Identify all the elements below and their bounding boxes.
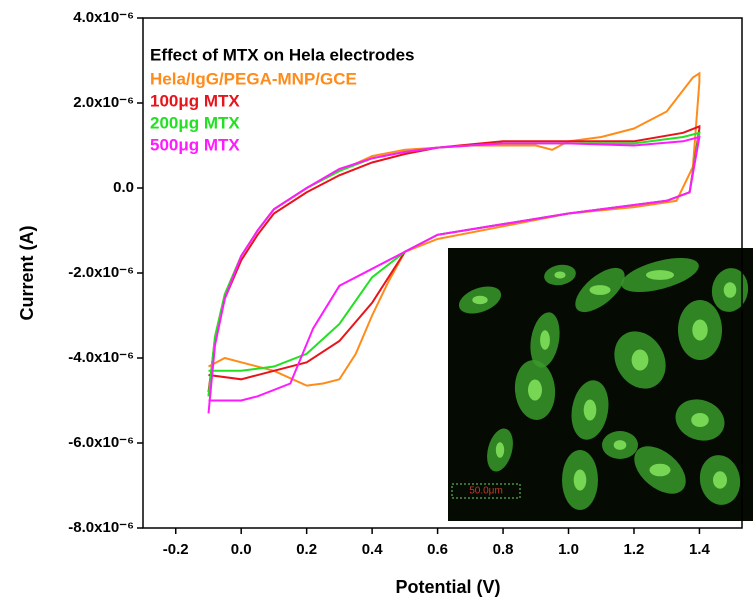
nucleus bbox=[528, 379, 542, 401]
y-tick-label: 2.0x10⁻⁶ bbox=[73, 94, 134, 111]
nucleus bbox=[646, 270, 674, 280]
legend-entry: 100μg MTX bbox=[150, 91, 240, 110]
nucleus bbox=[573, 469, 587, 491]
x-tick-label: -0.2 bbox=[163, 541, 189, 558]
nucleus bbox=[692, 319, 708, 341]
x-tick-label: 0.4 bbox=[362, 541, 384, 558]
nucleus bbox=[540, 330, 550, 350]
legend-entry: Hela/IgG/PEGA-MNP/GCE bbox=[150, 69, 357, 88]
curve bbox=[207, 124, 701, 393]
y-axis-label: Current (A) bbox=[17, 226, 37, 321]
nucleus bbox=[583, 399, 597, 421]
scale-label: 50.0μm bbox=[469, 486, 503, 497]
nucleus bbox=[713, 471, 727, 489]
nucleus bbox=[613, 440, 627, 450]
y-tick-label: -2.0x10⁻⁶ bbox=[68, 264, 134, 281]
x-tick-label: 0.8 bbox=[493, 541, 514, 558]
nucleus bbox=[589, 285, 611, 295]
x-tick-label: 1.2 bbox=[624, 541, 645, 558]
x-tick-label: 1.4 bbox=[689, 541, 711, 558]
y-tick-label: -6.0x10⁻⁶ bbox=[68, 434, 134, 451]
curve bbox=[207, 135, 701, 414]
x-axis-label: Potential (V) bbox=[395, 577, 500, 597]
nucleus bbox=[554, 271, 566, 279]
scale-box bbox=[451, 483, 521, 499]
legend-title: Effect of MTX on Hela electrodes bbox=[150, 45, 415, 64]
nucleus bbox=[691, 413, 709, 427]
legend-entry: 500μg MTX bbox=[150, 135, 240, 154]
y-tick-label: -4.0x10⁻⁶ bbox=[68, 349, 134, 366]
plot-frame bbox=[142, 17, 743, 529]
nucleus bbox=[495, 442, 505, 458]
nucleus bbox=[649, 463, 671, 477]
x-tick-label: 0.0 bbox=[231, 541, 252, 558]
nucleus bbox=[631, 349, 649, 371]
nucleus bbox=[472, 295, 488, 305]
nucleus bbox=[723, 282, 737, 298]
legend-entry: 200μg MTX bbox=[150, 113, 240, 132]
inset-image: 50.0μm bbox=[448, 248, 753, 521]
x-tick-label: 0.2 bbox=[296, 541, 317, 558]
y-tick-label: 4.0x10⁻⁶ bbox=[73, 9, 134, 26]
y-tick-label: -8.0x10⁻⁶ bbox=[68, 519, 134, 536]
x-tick-label: 1.0 bbox=[558, 541, 579, 558]
y-tick-label: 0.0 bbox=[113, 179, 134, 196]
x-tick-label: 0.6 bbox=[427, 541, 448, 558]
